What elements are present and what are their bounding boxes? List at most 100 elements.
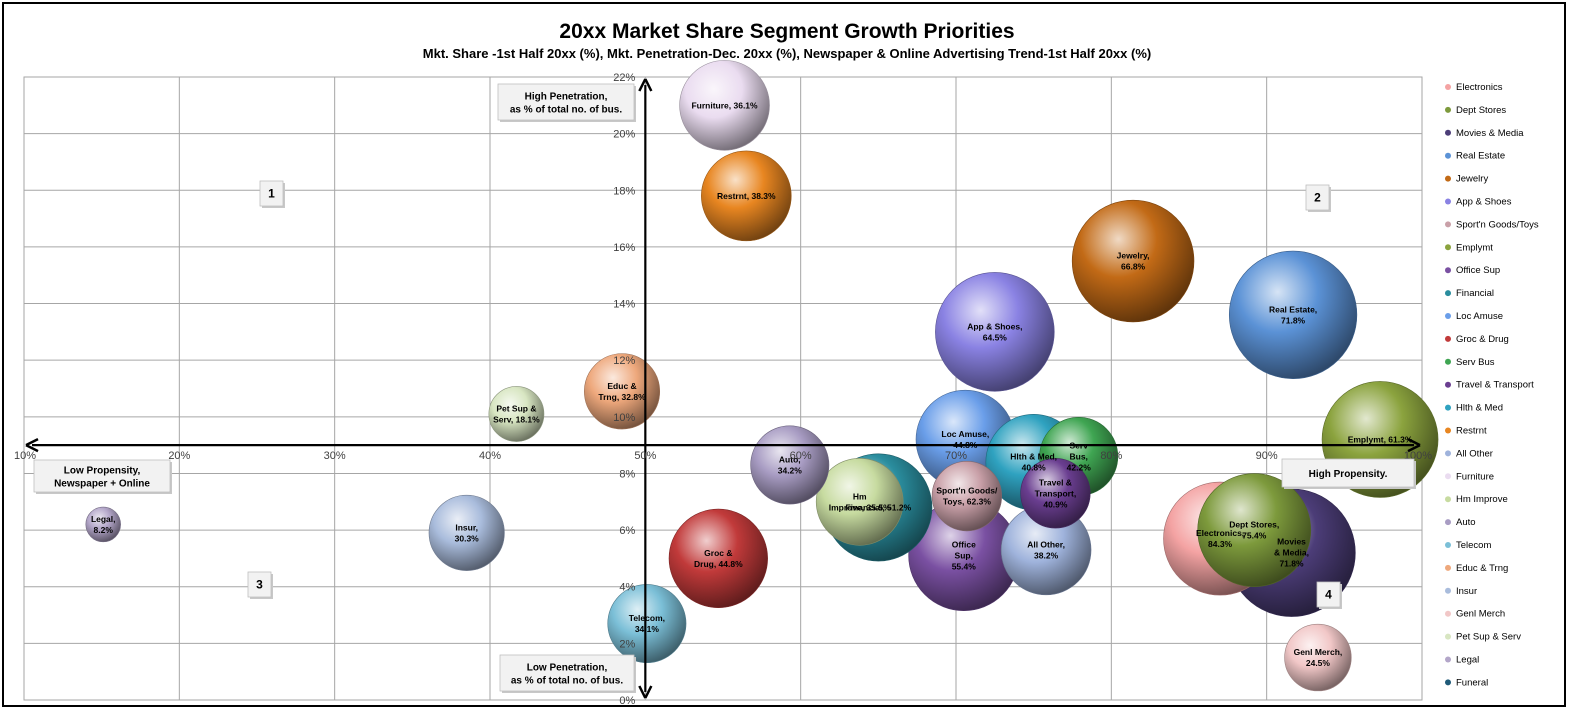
- bubble-insur: [428, 494, 505, 571]
- legend-label: Hlth & Med: [1456, 403, 1503, 414]
- arrow-down-icon: [638, 685, 653, 699]
- legend-marker: [1445, 656, 1451, 663]
- legend-marker: [1445, 152, 1451, 159]
- low-penetration-note: Low Penetration, as % of total no. of bus…: [499, 654, 636, 693]
- legend: Electronics Dept Stores Movies & Media Real…: [1445, 82, 1539, 688]
- svg-text:1: 1: [268, 187, 275, 201]
- legend-item: Loc Amuse: [1445, 311, 1503, 322]
- chart-subtitle: Mkt. Share -1st Half 20xx (%), Mkt. Pene…: [423, 46, 1151, 61]
- bubble-app-shoes: [935, 272, 1055, 392]
- legend-label: Loc Amuse: [1456, 311, 1503, 322]
- bubble-hm-improve: [815, 457, 904, 546]
- legend-marker: [1445, 679, 1451, 686]
- svg-text:Low Penetration,: Low Penetration,: [527, 663, 608, 674]
- quadrant-label-2: 2: [1305, 184, 1331, 212]
- bubble-label: Furniture, 36.1%: [691, 100, 758, 110]
- legend-label: Dept Stores: [1456, 105, 1506, 116]
- quadrant-label-3: 3: [247, 571, 273, 599]
- quadrant-label-4: 4: [1316, 581, 1342, 609]
- legend-item: App & Shoes: [1445, 197, 1512, 208]
- bubble-label: Financial, 51.2%: [845, 502, 911, 512]
- y-tick-label: 6%: [619, 525, 635, 537]
- bubble-label: Jewelry, 66.8%: [1117, 251, 1150, 272]
- bubble-label: All Other, 38.2%: [1027, 539, 1065, 560]
- legend-item: Groc & Drug: [1445, 334, 1509, 345]
- bubble-groc-drug: [668, 508, 768, 609]
- bubble-restrnt: [701, 150, 792, 242]
- legend-label: Movies & Media: [1456, 128, 1524, 139]
- y-tick-label: 0%: [619, 695, 635, 705]
- legend-label: Furniture: [1456, 471, 1494, 482]
- legend-label: Restrnt: [1456, 426, 1487, 437]
- bubble-label: Restrnt, 38.3%: [717, 191, 776, 201]
- bubbles: Electronics, 84.3%Dept Stores, 75.4%Movies…: [85, 60, 1439, 692]
- y-tick-label: 8%: [619, 468, 635, 480]
- y-tick-label: 18%: [613, 185, 635, 197]
- legend-label: Hm Improve: [1456, 494, 1508, 505]
- legend-marker: [1445, 313, 1451, 319]
- legend-item: Travel & Transport: [1445, 380, 1534, 391]
- high-propensity-note: High Propensity.: [1281, 458, 1416, 489]
- svg-text:as % of total no. of bus.: as % of total no. of bus.: [511, 676, 623, 687]
- legend-item: Restrnt: [1445, 426, 1487, 437]
- bubble-real-estate: [1228, 250, 1358, 379]
- bubble-label: Genl Merch, 24.5%: [1294, 647, 1343, 668]
- legend-label: Emplymt: [1456, 242, 1493, 253]
- x-tick-label: 70%: [945, 450, 967, 462]
- legend-marker: [1445, 519, 1451, 526]
- svg-text:High Penetration,: High Penetration,: [525, 92, 608, 103]
- bubble-label: Sport'n Goods/Toys, 62.3%: [936, 486, 998, 507]
- bubble-label: Insur, 30.3%: [455, 522, 480, 543]
- legend-marker: [1445, 610, 1451, 617]
- x-tick-label: 60%: [790, 450, 812, 462]
- legend-label: Genl Merch: [1456, 609, 1505, 620]
- bubble-furniture: [679, 60, 770, 151]
- legend-item: Dept Stores: [1445, 105, 1506, 116]
- svg-text:2: 2: [1314, 191, 1321, 205]
- bubble-sport-n-goods-toys: [931, 461, 1002, 532]
- y-tick-label: 14%: [613, 299, 635, 311]
- x-tick-label: 40%: [479, 450, 501, 462]
- legend-label: Legal: [1456, 655, 1479, 666]
- legend-marker: [1445, 84, 1451, 90]
- legend-item: All Other: [1445, 448, 1493, 459]
- x-tick-label: 90%: [1256, 450, 1278, 462]
- legend-item: Insur: [1445, 586, 1477, 597]
- legend-item: Sport'n Goods/Toys: [1445, 219, 1539, 230]
- y-tick-label: 2%: [619, 638, 635, 650]
- legend-item: Furniture: [1445, 471, 1494, 482]
- legend-label: Educ & Trng: [1456, 563, 1508, 574]
- legend-label: Travel & Transport: [1456, 380, 1534, 391]
- legend-item: Serv Bus: [1445, 357, 1495, 368]
- legend-marker: [1445, 129, 1451, 136]
- arrow-left-icon: [25, 438, 39, 453]
- chart-title: 20xx Market Share Segment Growth Priorit…: [559, 20, 1014, 43]
- bubble-label: App & Shoes, 64.5%: [967, 321, 1022, 342]
- legend-label: Insur: [1456, 586, 1477, 597]
- tick-labels: 10% 20% 30% 40% 50% 60% 70% 80% 90% 100%0%2%4%6%8…: [14, 72, 1432, 707]
- legend-label: Jewelry: [1456, 174, 1488, 185]
- legend-marker: [1445, 106, 1451, 113]
- arrow-up-icon: [638, 78, 653, 92]
- legend-marker: [1445, 404, 1451, 411]
- y-tick-label: 16%: [613, 242, 635, 254]
- x-tick-label: 10%: [14, 450, 36, 462]
- bubble-label: Movies & Media, 71.8%: [1274, 537, 1309, 569]
- legend-marker: [1445, 221, 1451, 228]
- legend-label: Electronics: [1456, 82, 1503, 93]
- legend-item: Real Estate: [1445, 151, 1505, 162]
- x-tick-label: 50%: [634, 450, 656, 462]
- y-tick-label: 10%: [613, 412, 635, 424]
- legend-item: Electronics: [1445, 82, 1503, 93]
- legend-label: All Other: [1456, 448, 1493, 459]
- legend-marker: [1445, 335, 1451, 342]
- bubble-label: Electronics, 84.3%: [1196, 528, 1244, 549]
- legend-marker: [1445, 564, 1451, 571]
- high-penetration-note: High Penetration, as % of total no. of bu…: [497, 83, 636, 122]
- quadrant-label-1: 1: [259, 180, 285, 208]
- bubble-educ-trng: [584, 353, 661, 430]
- legend-item: Office Sup: [1445, 265, 1500, 276]
- bubble-jewelry: [1071, 199, 1195, 323]
- legend-marker: [1445, 473, 1451, 480]
- x-tick-label: 30%: [324, 450, 346, 462]
